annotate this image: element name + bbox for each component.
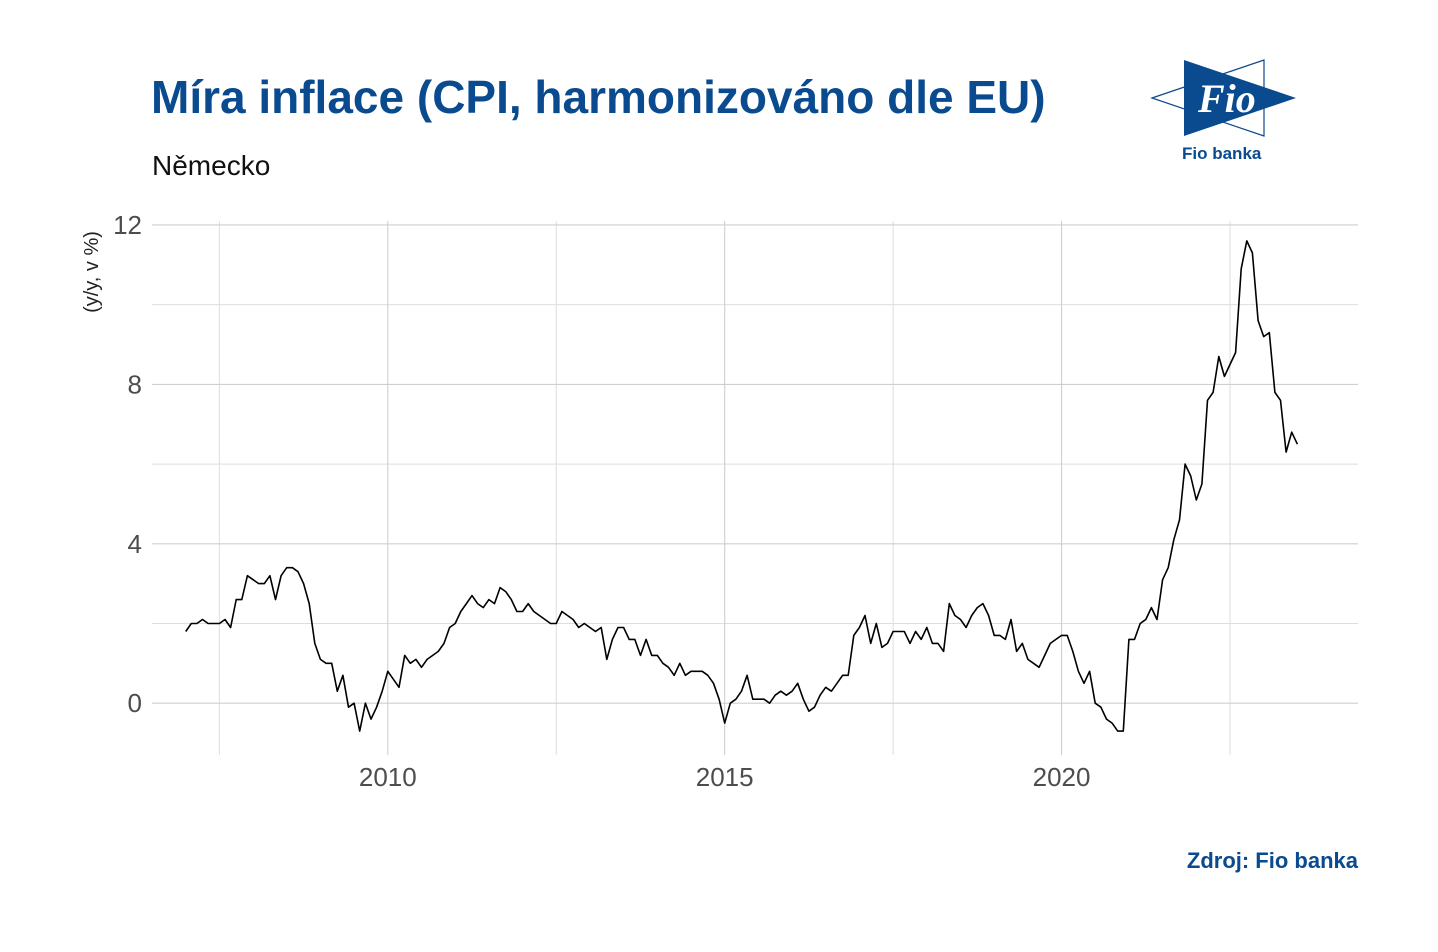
x-tick-label: 2020 [1033, 762, 1091, 792]
chart-subtitle: Německo [152, 150, 271, 181]
x-axis-tick-labels: 2010 2015 2020 [359, 762, 1091, 792]
y-tick-label: 8 [128, 369, 142, 399]
y-tick-label: 4 [128, 529, 142, 559]
y-tick-label: 0 [128, 688, 142, 718]
source-note: Zdroj: Fio banka [1186, 848, 1358, 873]
logo-flag-shape [1184, 60, 1296, 136]
y-axis-title: (y/y, v %) [81, 231, 103, 313]
chart-title: Míra inflace (CPI, harmonizováno dle EU) [151, 71, 1046, 123]
x-tick-label: 2015 [696, 762, 754, 792]
x-tick-label: 2010 [359, 762, 417, 792]
y-axis-tick-labels: 0 4 8 12 [113, 210, 142, 718]
series-line [185, 240, 1299, 732]
y-tick-label: 12 [113, 210, 142, 240]
grid-minor [152, 221, 1358, 755]
fio-logo: Fio Fio banka [1150, 59, 1296, 163]
grid-major [152, 221, 1358, 755]
logo-caption: Fio banka [1182, 144, 1262, 163]
logo-text: Fio [1197, 76, 1256, 121]
